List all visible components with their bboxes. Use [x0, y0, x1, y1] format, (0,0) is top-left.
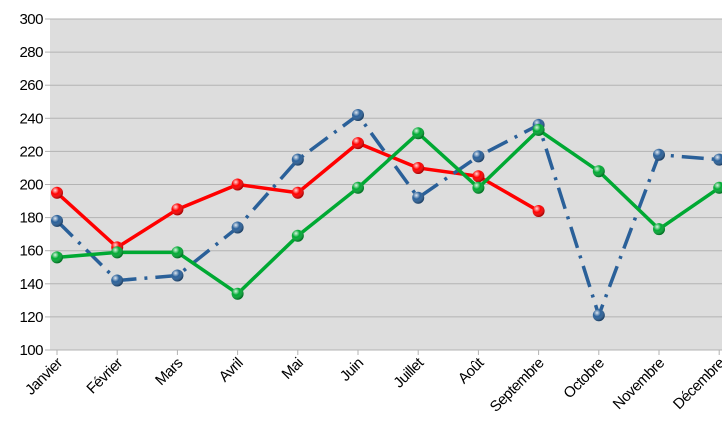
marker-shine [231, 221, 244, 234]
marker-shine [231, 178, 244, 191]
marker-shine [171, 269, 184, 282]
point-marker [653, 223, 665, 236]
y-tick-label: 240 [19, 110, 43, 127]
marker-shine [352, 108, 364, 121]
point-marker [291, 186, 304, 199]
marker-shine [592, 309, 605, 322]
marker-shine [592, 165, 605, 178]
x-tick-label: Juillet [390, 354, 428, 392]
point-marker [171, 269, 184, 282]
marker-shine [111, 246, 124, 259]
marker-shine [653, 148, 665, 161]
marker-shine [532, 204, 545, 217]
point-marker [532, 204, 545, 217]
point-marker [412, 127, 425, 140]
point-marker [592, 309, 605, 322]
marker-shine [412, 127, 425, 140]
point-marker [532, 123, 545, 136]
point-marker [713, 181, 722, 194]
point-marker [291, 153, 304, 166]
y-tick-label: 160 [19, 243, 43, 260]
marker-shine [51, 251, 63, 264]
x-tick-label: Juin [337, 355, 367, 385]
point-marker [111, 246, 124, 259]
marker-shine [472, 170, 485, 183]
series-line [55, 113, 720, 317]
x-tick-label: Mars [152, 355, 186, 389]
marker-shine [291, 229, 304, 242]
point-marker [592, 165, 605, 178]
marker-shine [291, 153, 304, 166]
point-marker [291, 229, 304, 242]
y-tick-label: 140 [19, 276, 43, 293]
marker-shine [472, 181, 485, 194]
x-tick-label: Décembre [670, 355, 722, 413]
point-marker [111, 274, 124, 287]
x-tick-label: Octobre [560, 355, 607, 402]
marker-shine [713, 181, 722, 194]
marker-shine [532, 123, 545, 136]
marker-shine [171, 203, 184, 216]
point-marker [352, 181, 364, 194]
y-tick-label: 180 [19, 210, 43, 227]
y-tick-label: 200 [19, 177, 43, 194]
point-marker [412, 191, 425, 204]
point-marker [472, 150, 485, 163]
y-tick-label: 220 [19, 143, 43, 160]
marker-shine [51, 214, 63, 227]
x-tick-label: Avril [216, 355, 247, 386]
marker-shine [472, 150, 485, 163]
marker-shine [352, 137, 364, 150]
point-marker [231, 178, 244, 191]
point-marker [352, 137, 364, 150]
point-marker [231, 287, 244, 300]
marker-shine [291, 186, 304, 199]
x-tick-label: Septembre [487, 355, 548, 416]
point-marker [352, 108, 364, 121]
marker-shine [111, 274, 124, 287]
point-marker [171, 203, 184, 216]
marker-shine [171, 246, 184, 259]
marker-shine [231, 287, 244, 300]
point-marker [412, 161, 425, 174]
series-line [56, 128, 721, 296]
marker-shine [412, 191, 425, 204]
x-tick-label: Août [455, 354, 488, 387]
point-marker [653, 148, 665, 161]
point-marker [51, 251, 63, 264]
y-tick-label: 280 [19, 44, 43, 61]
y-tick-label: 260 [19, 77, 43, 94]
y-tick-label: 100 [19, 342, 43, 359]
x-tick-label: Février [83, 354, 126, 397]
y-tick-label: 120 [19, 309, 43, 326]
point-marker [472, 170, 485, 183]
point-marker [51, 186, 63, 199]
marker-shine [412, 161, 425, 174]
marker-shine [51, 186, 63, 199]
y-tick-label: 300 [19, 11, 43, 28]
point-marker [713, 153, 722, 166]
marker-shine [352, 181, 364, 194]
marker-shine [713, 153, 722, 166]
point-marker [472, 181, 485, 194]
marker-shine [653, 223, 665, 236]
point-marker [231, 221, 244, 234]
point-marker [51, 214, 63, 227]
point-marker [171, 246, 184, 259]
x-tick-label: Mai [279, 355, 307, 383]
x-tick-label: Janvier [22, 354, 66, 398]
x-tick-label: Novembre [610, 355, 668, 413]
